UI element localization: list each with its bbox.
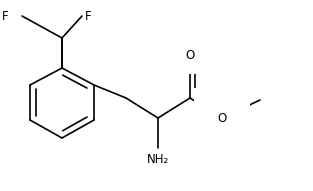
- Text: F: F: [1, 10, 8, 23]
- Text: F: F: [85, 10, 92, 23]
- Text: O: O: [185, 49, 195, 62]
- Text: NH₂: NH₂: [147, 153, 169, 166]
- Text: O: O: [217, 112, 227, 125]
